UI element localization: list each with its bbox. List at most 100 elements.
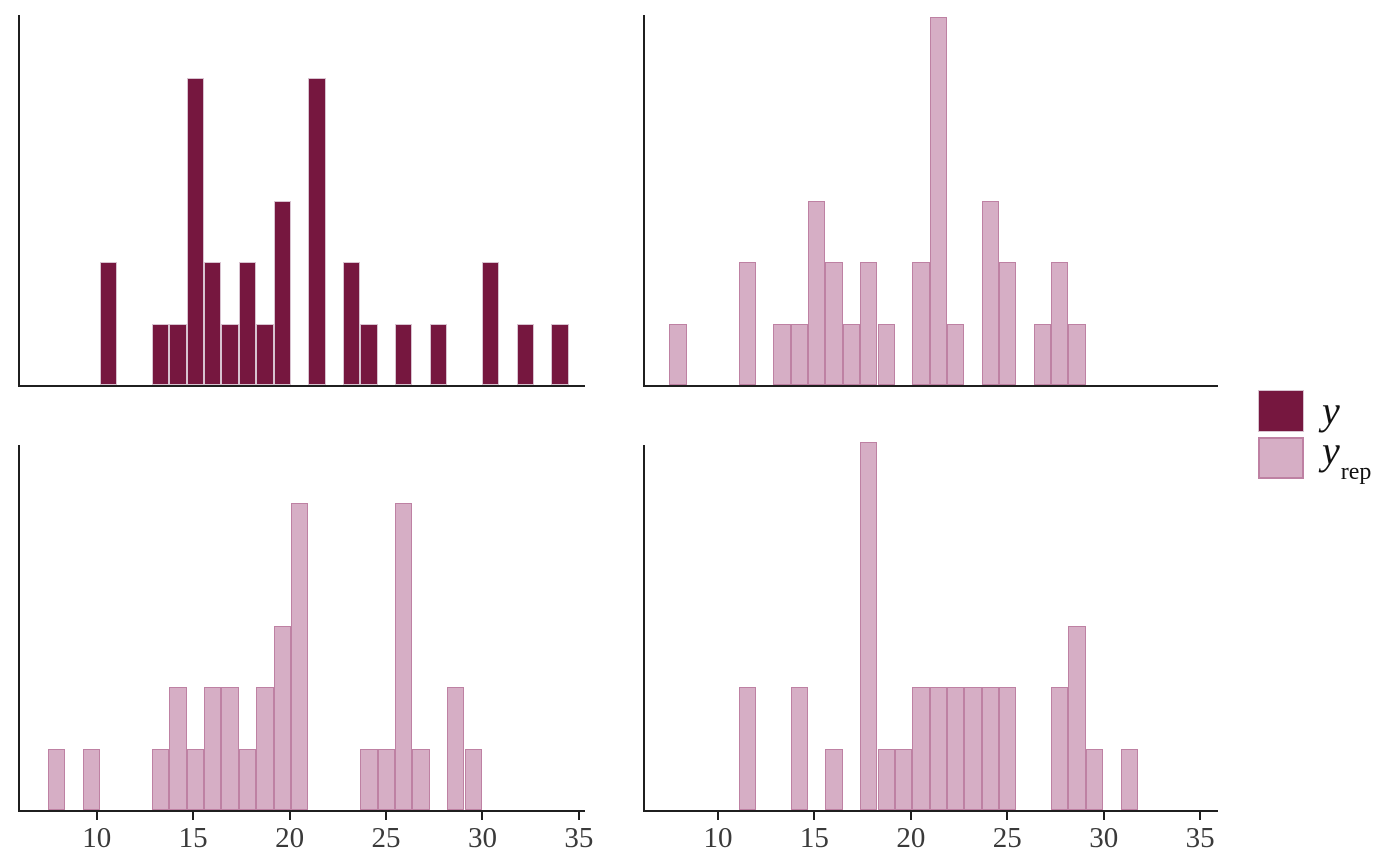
x-tick-label: 35 (1185, 822, 1215, 854)
y-axis-line (18, 445, 20, 812)
histogram-bar-y_rep (981, 200, 999, 385)
histogram-bar-y_rep (860, 441, 878, 810)
x-axis-line (643, 810, 1218, 812)
histogram-bar-y (204, 262, 222, 385)
histogram-bar-y_rep (169, 687, 187, 810)
histogram-bar-y_rep (204, 687, 222, 810)
x-tick-label: 25 (371, 822, 401, 854)
histogram-bar-y_rep (929, 16, 947, 385)
legend-item-yrep: yrep (1258, 429, 1371, 485)
y-axis-line (643, 15, 645, 387)
legend-swatch-y (1258, 390, 1304, 432)
x-axis-tick (813, 812, 816, 820)
x-axis-line (18, 810, 585, 812)
histogram-bar-y_rep (912, 262, 930, 385)
histogram-bar-y_rep (47, 748, 66, 810)
legend: y yrep (1258, 390, 1371, 485)
histogram-bar-y_rep (447, 687, 465, 810)
x-axis-tick (95, 812, 98, 820)
histogram-bar-y_rep (1051, 687, 1069, 810)
y-axis-line (18, 15, 20, 387)
histogram-bar-y_rep (1051, 262, 1069, 385)
histogram-bar-y (342, 262, 361, 385)
histogram-bar-y (186, 78, 205, 385)
histogram-bar-y_rep (946, 323, 965, 385)
histogram-bar-y_rep (929, 687, 947, 810)
histogram-bar-y (395, 323, 413, 385)
legend-label-y: y (1322, 388, 1340, 433)
histogram-bar-y_rep (152, 748, 170, 810)
histogram-bar-y (152, 323, 170, 385)
x-axis-line (18, 385, 585, 387)
histogram-bar-y_rep (860, 262, 878, 385)
histogram-bar-y_rep (981, 687, 999, 810)
histogram-bar-y (273, 200, 291, 385)
x-axis-tick (1199, 812, 1202, 820)
x-tick-label: 30 (1089, 822, 1119, 854)
x-axis-tick (288, 812, 291, 820)
histogram-bar-y_rep (808, 200, 826, 385)
x-axis-tick (717, 812, 719, 820)
legend-item-y: y (1258, 390, 1370, 432)
histogram-bar-y_rep (82, 748, 100, 810)
histogram-bar-y_rep (1068, 323, 1086, 385)
histogram-bar-y_rep (1120, 748, 1138, 810)
histogram-bar-y_rep (773, 323, 791, 385)
histogram-bar-y_rep (999, 687, 1017, 810)
x-axis-tick (385, 812, 387, 820)
histogram-bar-y (256, 323, 274, 385)
histogram-bar-y_rep (946, 687, 965, 810)
x-tick-label: 10 (82, 822, 112, 854)
x-axis-tick (909, 812, 912, 820)
histogram-bar-y_rep (825, 748, 843, 810)
histogram-bar-y_rep (738, 262, 756, 385)
histogram-bar-y_rep (290, 503, 309, 810)
x-axis-tick (481, 812, 484, 820)
histogram-bar-y (516, 323, 534, 385)
histogram-bar-y_rep (1068, 625, 1086, 810)
histogram-bar-y_rep (790, 687, 809, 810)
legend-swatch-yrep (1258, 437, 1304, 479)
histogram-bar-y_rep (395, 503, 413, 810)
x-tick-label: 15 (799, 822, 829, 854)
y-axis-line (643, 445, 645, 812)
histogram-bar-y_rep (464, 748, 482, 810)
histogram-bar-y_rep (877, 748, 895, 810)
x-tick-label: 25 (992, 822, 1022, 854)
histogram-bar-y (99, 262, 118, 385)
histogram-bar-y_rep (256, 687, 274, 810)
histogram-bar-y (481, 262, 500, 385)
x-tick-label: 15 (178, 822, 208, 854)
x-tick-label: 35 (564, 822, 594, 854)
histogram-bar-y_rep (1085, 748, 1104, 810)
histogram-bar-y_rep (360, 748, 378, 810)
histogram-bar-y (551, 323, 569, 385)
x-axis-tick (577, 812, 580, 820)
histogram-bar-y (308, 78, 326, 385)
histogram-bar-y (360, 323, 378, 385)
histogram-bar-y_rep (738, 687, 756, 810)
x-tick-label: 20 (896, 822, 926, 854)
histogram-bar-y_rep (912, 687, 930, 810)
histogram-bar-y (238, 262, 257, 385)
histogram-bar-y_rep (1033, 323, 1052, 385)
x-axis-tick (1102, 812, 1105, 820)
histogram-bar-y_rep (273, 625, 291, 810)
histogram-bar-y_rep (999, 262, 1017, 385)
histogram-bar-y_rep (412, 748, 430, 810)
histogram-bar-y (169, 323, 187, 385)
histogram-bar-y_rep (377, 748, 396, 810)
x-tick-label: 20 (275, 822, 305, 854)
x-tick-label: 10 (703, 822, 733, 854)
histogram-bar-y_rep (221, 687, 239, 810)
legend-label-yrep: yrep (1322, 427, 1372, 485)
x-axis-line (643, 385, 1218, 387)
histogram-bar-y_rep (790, 323, 809, 385)
histogram-bar-y (429, 323, 448, 385)
histogram-bar-y (221, 323, 239, 385)
histogram-bar-y_rep (238, 748, 257, 810)
x-axis-tick (1006, 812, 1009, 820)
histogram-bar-y_rep (186, 748, 205, 810)
histogram-bar-y_rep (825, 262, 843, 385)
